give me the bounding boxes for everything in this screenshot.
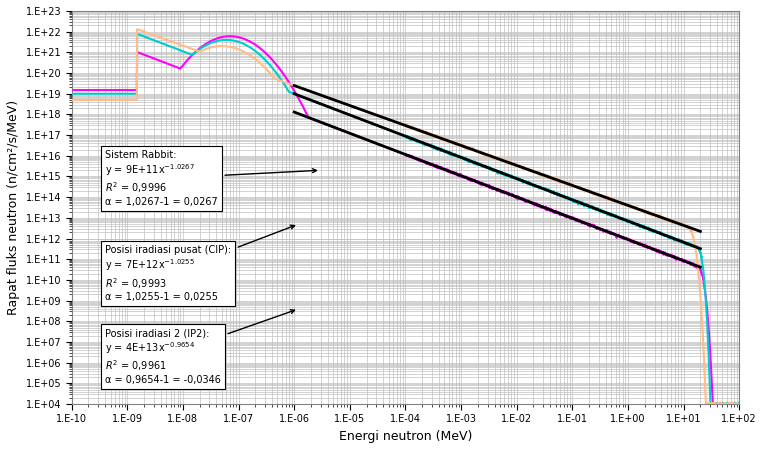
Y-axis label: Rapat fluks neutron (n/cm²/s/MeV): Rapat fluks neutron (n/cm²/s/MeV)	[7, 100, 20, 315]
Text: Sistem Rabbit:
y = 9E+11x$^{-1.0267}$
$R^2$ = 0,9996
α = 1,0267-1 = 0,0267: Sistem Rabbit: y = 9E+11x$^{-1.0267}$ $R…	[105, 150, 316, 207]
Text: Posisi iradiasi 2 (IP2):
y = 4E+13x$^{-0.9654}$
$R^2$ = 0,9961
α = 0,9654-1 = -0: Posisi iradiasi 2 (IP2): y = 4E+13x$^{-0…	[105, 310, 294, 385]
Text: Posisi iradiasi pusat (CIP):
y = 7E+12x$^{-1.0255}$
$R^2$ = 0,9993
α = 1,0255-1 : Posisi iradiasi pusat (CIP): y = 7E+12x$…	[105, 225, 295, 302]
X-axis label: Energi neutron (MeV): Energi neutron (MeV)	[338, 430, 472, 443]
